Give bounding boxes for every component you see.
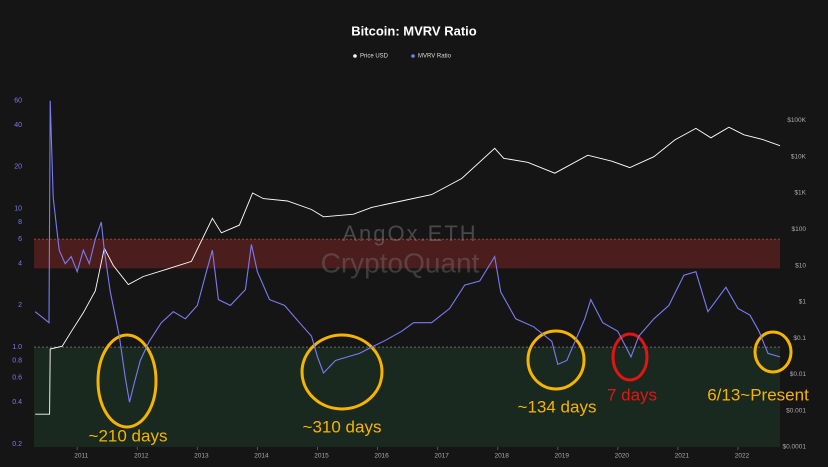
x-tick-label: 2011 <box>74 453 88 460</box>
x-tick-label: 2020 <box>615 453 630 460</box>
legend-marker <box>353 54 357 58</box>
y2-tick-label: $0.01 <box>790 371 807 378</box>
x-tick-label: 2015 <box>314 453 329 460</box>
y-tick-label: 60 <box>14 98 22 105</box>
watermark: CryptoQuant <box>321 247 480 278</box>
highlight-ellipse <box>611 332 649 382</box>
y2-tick-label: $1 <box>799 299 807 306</box>
y-tick-label: 40 <box>14 122 22 129</box>
highlight-ellipse <box>300 333 384 411</box>
bands <box>34 238 780 447</box>
series-line <box>34 100 781 403</box>
y-tick-label: 20 <box>14 164 22 171</box>
x-tick-label: 2019 <box>555 453 570 460</box>
series-line <box>35 126 781 415</box>
y-tick-label: 4 <box>18 261 22 268</box>
y-tick-label: 10 <box>14 205 22 212</box>
x-tick-label: 2014 <box>254 453 269 460</box>
annotation: ~210 days <box>89 426 168 445</box>
y2-tick-label: $100 <box>792 226 807 233</box>
y-tick-label: 1.0 <box>12 344 22 351</box>
threshold-band <box>34 347 780 447</box>
annotation: 6/13~Present <box>707 385 809 404</box>
y2-tick-label: $0.001 <box>786 407 806 414</box>
x-tick-label: 2017 <box>434 453 449 460</box>
x-tick-label: 2021 <box>675 453 690 460</box>
threshold-band <box>34 239 780 269</box>
y2-tick-label: $0.1 <box>793 335 806 342</box>
x-tick-label: 2013 <box>194 453 209 460</box>
annotation: 7 days <box>607 385 657 404</box>
y-tick-label: 0.8 <box>12 357 22 364</box>
y-tick-label: 0.4 <box>12 399 22 406</box>
legend-label: Price USD <box>360 54 389 60</box>
watermark: AngOx.ETH <box>342 221 477 246</box>
y-tick-label: 6 <box>18 236 22 243</box>
x-tick-label: 2022 <box>735 453 750 460</box>
x-tick-label: 2016 <box>374 453 389 460</box>
highlight-ellipse <box>526 329 586 391</box>
x-tick-label: 2012 <box>134 453 149 460</box>
y2-tick-label: $0.0001 <box>783 444 807 451</box>
highlight-ellipse <box>753 330 793 374</box>
y-tick-label: 0.2 <box>12 441 22 448</box>
y2-tick-label: $10 <box>795 262 806 269</box>
highlight-ellipse <box>96 333 158 429</box>
chart-title: Bitcoin: MVRV Ratio <box>351 23 476 38</box>
annotation: ~134 days <box>518 397 597 416</box>
annotation: ~310 days <box>303 417 382 436</box>
y2-tick-label: $1K <box>794 190 806 197</box>
y-tick-label: 0.6 <box>12 375 22 382</box>
legend-marker <box>411 54 415 58</box>
legend-label: MVRV Ratio <box>418 54 452 60</box>
highlights <box>96 329 793 429</box>
y2-tick-label: $10K <box>791 153 807 160</box>
x-tick-label: 2018 <box>494 453 509 460</box>
y-tick-label: 8 <box>18 219 22 226</box>
y2-tick-label: $100K <box>787 117 806 124</box>
y-tick-label: 2 <box>18 302 22 309</box>
